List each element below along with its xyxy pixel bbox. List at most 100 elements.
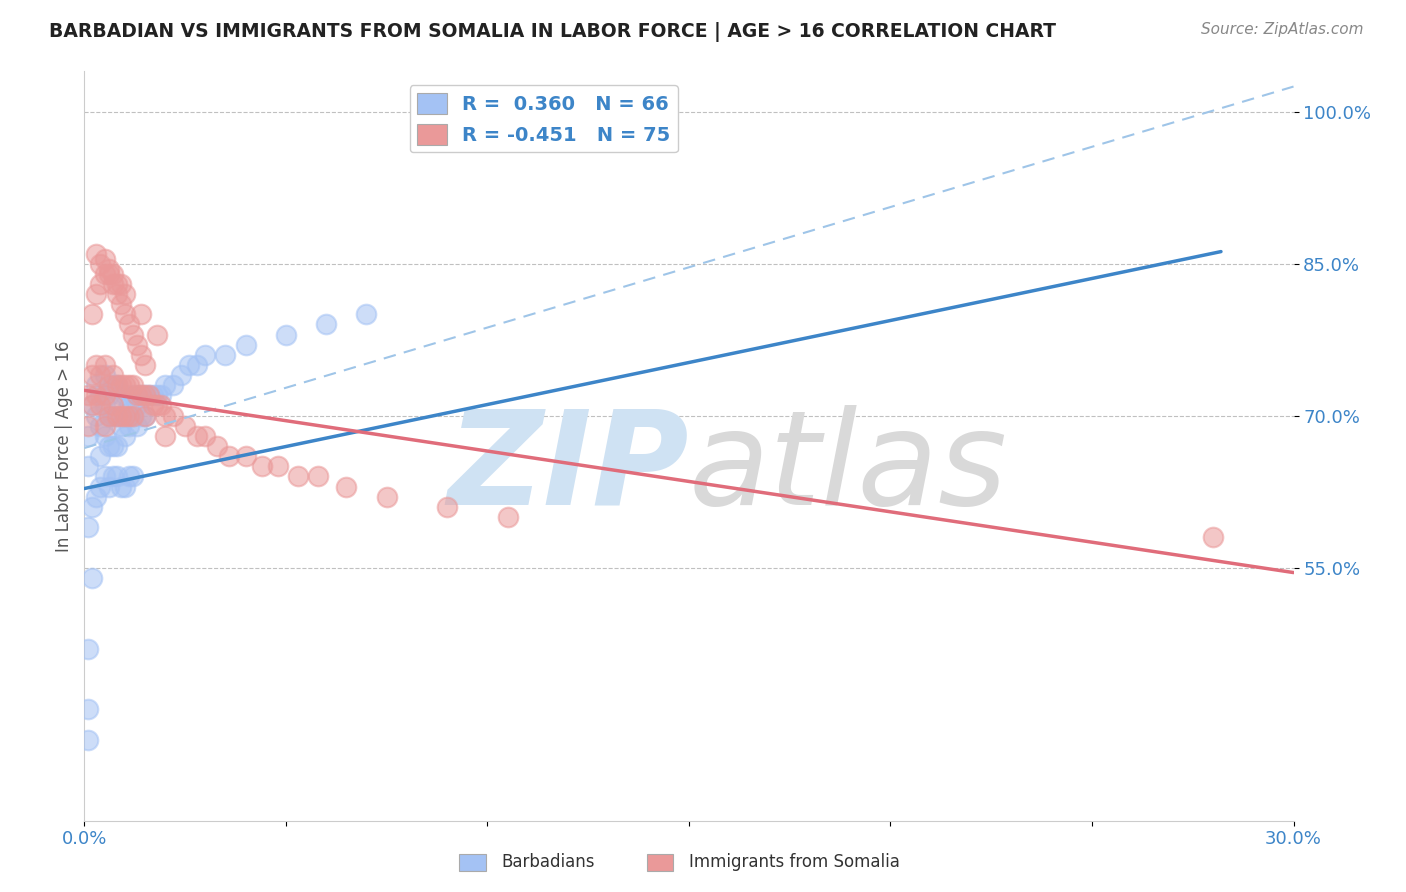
Point	[93, 418, 115, 433]
Point	[142, 388, 165, 402]
Point	[125, 418, 148, 433]
Point	[250, 459, 273, 474]
FancyBboxPatch shape	[460, 855, 486, 871]
Text: Source: ZipAtlas.com: Source: ZipAtlas.com	[1201, 22, 1364, 37]
Point	[105, 409, 128, 423]
Point	[194, 429, 217, 443]
Point	[496, 509, 519, 524]
Point	[77, 418, 100, 433]
Point	[162, 409, 184, 423]
Point	[134, 358, 156, 372]
Point	[118, 409, 141, 423]
Point	[235, 449, 257, 463]
Point	[86, 378, 108, 392]
Point	[82, 399, 104, 413]
Point	[105, 409, 128, 423]
Point	[153, 429, 176, 443]
Point	[149, 399, 172, 413]
Point	[93, 267, 115, 281]
Point	[335, 479, 357, 493]
Point	[97, 479, 120, 493]
Point	[121, 388, 143, 402]
Point	[149, 388, 172, 402]
Point	[207, 439, 229, 453]
Point	[121, 409, 143, 423]
Point	[101, 469, 124, 483]
Point	[86, 287, 108, 301]
Point	[146, 399, 169, 413]
Point	[93, 429, 115, 443]
Point	[93, 399, 115, 413]
Point	[77, 520, 100, 534]
Point	[118, 378, 141, 392]
Point	[125, 337, 148, 351]
Point	[121, 378, 143, 392]
Point	[89, 449, 111, 463]
Point	[118, 318, 141, 332]
Point	[86, 246, 108, 260]
FancyBboxPatch shape	[647, 855, 673, 871]
Point	[170, 368, 193, 383]
Point	[93, 368, 115, 383]
Point	[110, 409, 132, 423]
Point	[134, 388, 156, 402]
Point	[134, 409, 156, 423]
Point	[89, 388, 111, 402]
Point	[97, 409, 120, 423]
Point	[114, 378, 136, 392]
Point	[77, 641, 100, 656]
Point	[142, 399, 165, 413]
Point	[114, 287, 136, 301]
Point	[101, 277, 124, 291]
Point	[214, 348, 236, 362]
Point	[118, 399, 141, 413]
Point	[89, 479, 111, 493]
Point	[82, 500, 104, 514]
Point	[110, 388, 132, 402]
Point	[186, 358, 208, 372]
Point	[114, 388, 136, 402]
Point	[267, 459, 290, 474]
Point	[97, 378, 120, 392]
Point	[287, 469, 309, 483]
Point	[121, 327, 143, 342]
Point	[86, 388, 108, 402]
Text: Barbadians: Barbadians	[502, 853, 595, 871]
Point	[77, 702, 100, 716]
Text: Immigrants from Somalia: Immigrants from Somalia	[689, 853, 900, 871]
Point	[101, 439, 124, 453]
Point	[110, 418, 132, 433]
Point	[82, 399, 104, 413]
Point	[153, 409, 176, 423]
Point	[93, 469, 115, 483]
Point	[129, 409, 152, 423]
Point	[134, 409, 156, 423]
Point	[315, 318, 337, 332]
Point	[129, 388, 152, 402]
Point	[218, 449, 240, 463]
Point	[77, 429, 100, 443]
Point	[129, 388, 152, 402]
Point	[77, 388, 100, 402]
Point	[110, 277, 132, 291]
Point	[77, 459, 100, 474]
Point	[97, 409, 120, 423]
Point	[114, 429, 136, 443]
Point	[186, 429, 208, 443]
Point	[174, 418, 197, 433]
Point	[114, 307, 136, 321]
Point	[194, 348, 217, 362]
Point	[125, 399, 148, 413]
Point	[114, 409, 136, 423]
Point	[356, 307, 378, 321]
Point	[86, 409, 108, 423]
Point	[110, 479, 132, 493]
Point	[105, 378, 128, 392]
Text: ZIP: ZIP	[447, 405, 689, 532]
Point	[138, 388, 160, 402]
Point	[97, 439, 120, 453]
Point	[101, 378, 124, 392]
Point	[89, 399, 111, 413]
Point	[162, 378, 184, 392]
Point	[93, 358, 115, 372]
